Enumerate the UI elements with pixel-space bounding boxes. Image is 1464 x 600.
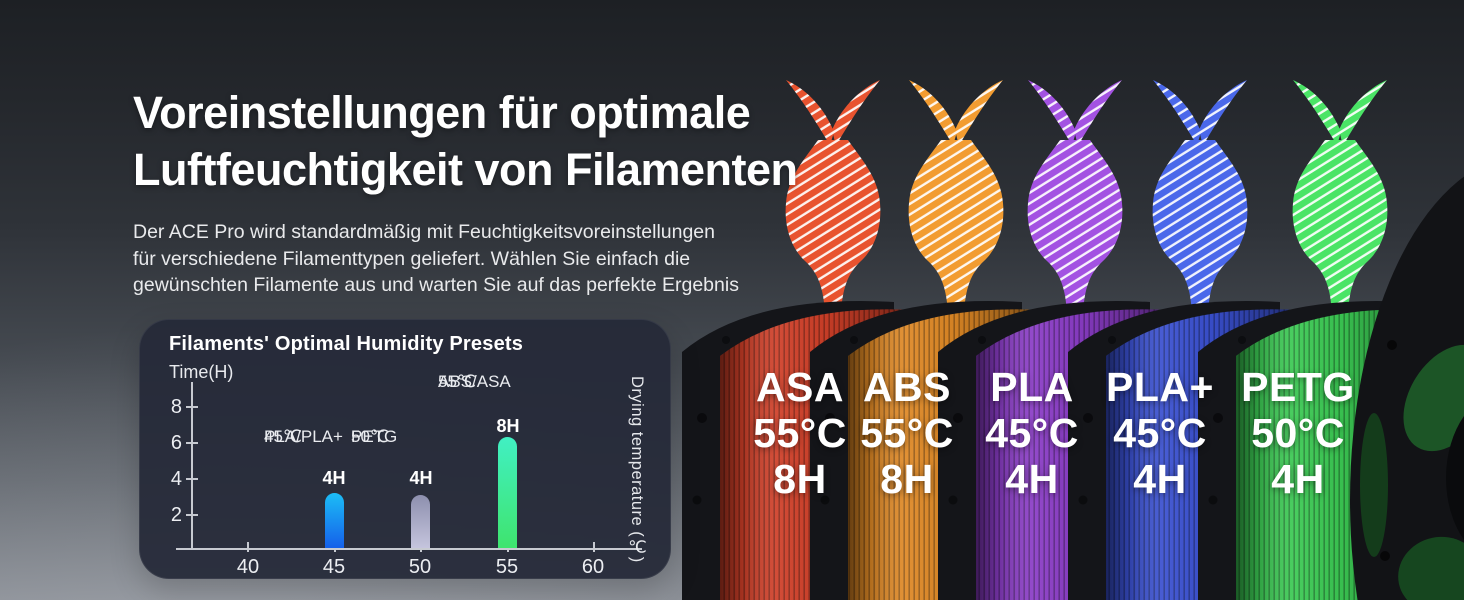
x-tick-label-45: 45 [322, 556, 346, 578]
bar-label-pla-name: PLA/PLA+ [264, 427, 343, 446]
description-line3: gewünschten Filamente aus und warten Sie… [133, 274, 739, 296]
y-tick-2 [186, 514, 198, 516]
bar-hours-pla: 4H [322, 468, 346, 488]
chart-y-axis-label: Time(H) [169, 362, 234, 382]
spool-abs-temp: 55°C [860, 410, 954, 456]
spool-label-pla: PLA 45°C 4H [952, 364, 1112, 502]
spool-label-petg: PETG 50°C 4H [1218, 364, 1378, 502]
y-tick-4 [186, 478, 198, 480]
bar-hours-petg: 4H [409, 468, 433, 488]
spool-asa-name: ASA [755, 364, 845, 410]
page-description: Der ACE Pro wird standardmäßig mit Feuch… [133, 219, 739, 299]
y-tick-8 [186, 406, 198, 408]
spool-asa-temp: 55°C [753, 410, 847, 456]
y-tick-label-2: 2 [170, 504, 182, 526]
spool-plaplus-hours: 4H [1133, 456, 1187, 502]
y-tick-6 [186, 442, 198, 444]
spool-pla-name: PLA [990, 364, 1074, 410]
chart-x-axis [176, 548, 642, 550]
filament-twist-decoration [908, 80, 1004, 316]
spool-asa-hours: 8H [773, 456, 827, 502]
spool-petg-hours: 4H [1271, 456, 1325, 502]
page-title-line2: Luftfeuchtigkeit von Filamenten [133, 144, 798, 195]
spool-pla-temp: 45°C [985, 410, 1079, 456]
spool-label-asa: ASA 55°C 8H [720, 364, 880, 502]
filament-twist-decoration [1152, 80, 1248, 316]
x-tick-60 [593, 542, 595, 552]
description-line1: Der ACE Pro wird standardmäßig mit Feuch… [133, 221, 716, 243]
bar-abs [498, 437, 517, 548]
spool-plaplus-name: PLA+ [1106, 364, 1214, 410]
humidity-presets-chart-panel: Filaments' Optimal Humidity Presets Time… [139, 319, 671, 579]
spool-hub-flange [1350, 176, 1464, 600]
page-title-line1: Voreinstellungen für optimale [133, 87, 751, 138]
y-tick-label-8: 8 [170, 396, 182, 418]
description-line2: für verschiedene Filamenttypen geliefert… [133, 247, 691, 270]
spool-plaplus-temp: 45°C [1113, 410, 1207, 456]
filament-twist-decoration [1027, 80, 1123, 316]
spool-abs-hours: 8H [880, 456, 934, 502]
bar-label-petg-name: PETG [351, 427, 398, 446]
filament-twist-decoration [785, 80, 881, 316]
page-title: Voreinstellungen für optimale Luftfeucht… [133, 84, 798, 198]
chart-y-axis [191, 382, 193, 550]
y-tick-label-6: 6 [170, 432, 182, 454]
spool-label-plaplus: PLA+ 45°C 4H [1080, 364, 1240, 502]
spool-pla-hours: 4H [1005, 456, 1059, 502]
x-tick-40 [247, 542, 249, 552]
spool-petg-temp: 50°C [1251, 410, 1345, 456]
spool-petg-name: PETG [1241, 364, 1355, 410]
bar-label-pla-temp: 45℃ [264, 427, 303, 446]
bar-label-petg-temp: 50℃ [351, 427, 390, 446]
y-tick-label-4: 4 [170, 468, 182, 490]
x-tick-label-40: 40 [236, 556, 260, 578]
chart-title: Filaments' Optimal Humidity Presets [169, 333, 524, 355]
bar-label-abs-name: ABS/ASA [438, 372, 511, 391]
bar-petg [411, 495, 430, 548]
bar-label-abs-temp: 55℃ [438, 372, 477, 391]
bar-pla [325, 493, 344, 548]
spool-abs-name: ABS [862, 364, 952, 410]
spool-label-abs: ABS 55°C 8H [827, 364, 987, 502]
filament-twist-decoration [1292, 80, 1388, 316]
x-tick-label-50: 50 [408, 556, 432, 578]
x-tick-label-60: 60 [581, 556, 605, 578]
chart-right-axis-label: Drying temperature (℃) [628, 376, 646, 563]
bar-hours-abs: 8H [496, 416, 520, 436]
x-tick-label-55: 55 [495, 556, 519, 578]
